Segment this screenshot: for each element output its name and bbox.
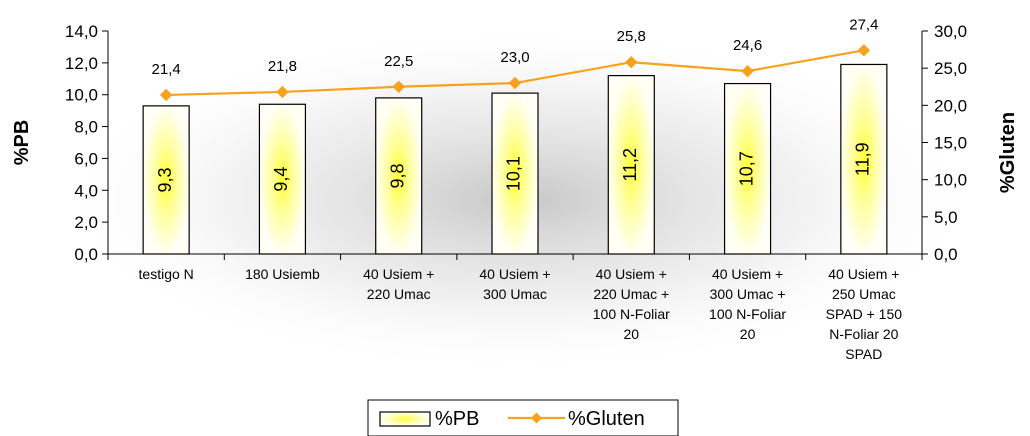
x-tick-label: 250 Umac [832, 286, 896, 302]
bar [491, 92, 539, 255]
bar [607, 74, 655, 255]
x-tick-label: 20 [623, 326, 639, 342]
y-tick-label-right: 5,0 [934, 208, 958, 227]
legend-marker-line [531, 412, 542, 424]
bar-value-label: 10,7 [736, 151, 756, 186]
gluten-point [508, 76, 522, 90]
gluten-point [276, 85, 289, 99]
bar [142, 105, 190, 255]
y-tick-label-left: 6,0 [74, 149, 98, 168]
y-tick-label-left: 8,0 [74, 118, 98, 137]
x-tick-label: 100 N-Foliar [593, 306, 670, 322]
gluten-point [741, 64, 754, 78]
y-tick-label-left: 0,0 [74, 245, 98, 264]
x-tick-label: 40 Usiem + [712, 266, 783, 282]
bar [258, 103, 307, 255]
gluten-point [625, 56, 638, 69]
gluten-value-label: 21,4 [152, 61, 181, 78]
gluten-value-label: 22,5 [384, 53, 413, 70]
bar-value-label: 10,1 [504, 156, 524, 191]
gluten-value-label: 21,8 [268, 58, 297, 75]
bar-value-label: 11,2 [620, 148, 640, 182]
x-tick-label: SPAD [845, 346, 882, 362]
gluten-value-label: 27,4 [849, 16, 878, 33]
x-tick-label: testigo N [139, 266, 194, 282]
x-tick-label: 40 Usiem + [479, 266, 550, 282]
x-tick-label: SPAD + 150 [826, 306, 903, 322]
bar-value-label: 9,4 [271, 167, 291, 192]
x-tick-label: 40 Usiem + [828, 266, 899, 282]
x-tick-label: 300 Umac [483, 286, 547, 302]
y-tick-label-left: 14,0 [65, 22, 98, 41]
x-tick-label: 180 Usiemb [245, 266, 320, 282]
x-tick-label: 40 Usiem + [363, 266, 434, 282]
y-tick-label-left: 2,0 [74, 213, 98, 232]
gluten-value-label: 25,8 [617, 28, 646, 45]
x-tick-label: 220 Umac [367, 286, 431, 302]
y-tick-label-right: 25,0 [934, 59, 967, 78]
y-tick-label-left: 10,0 [65, 86, 98, 105]
bar-value-label: 9,3 [155, 167, 175, 192]
y-tick-label-right: 10,0 [934, 171, 967, 190]
gluten-value-label: 23,0 [500, 49, 529, 66]
bar [840, 63, 888, 255]
bar-value-label: 9,8 [387, 163, 407, 188]
gluten-value-label: 24,6 [733, 37, 762, 54]
bar [375, 97, 423, 255]
x-tick-label: 20 [740, 326, 756, 342]
y-tick-label-left: 12,0 [65, 54, 98, 73]
gluten-point [392, 80, 405, 93]
x-tick-label: 300 Umac + [710, 286, 786, 302]
y-tick-label-right: 0,0 [934, 245, 958, 264]
y-tick-label-right: 20,0 [934, 96, 967, 115]
x-tick-label: 100 N-Foliar [709, 306, 786, 322]
x-tick-label: 220 Umac + [593, 286, 669, 302]
y-axis-title-right: %Gluten [997, 112, 1019, 193]
bar-value-label: 11,9 [853, 142, 873, 176]
legend-label-line: %Gluten [568, 408, 645, 430]
gluten-point [159, 88, 173, 102]
y-tick-label-left: 4,0 [74, 181, 98, 200]
x-tick-label: 40 Usiem + [596, 266, 667, 282]
y-axis-title-left: %PB [11, 120, 33, 166]
legend-label-bar: %PB [435, 408, 479, 430]
x-tick-label: N-Foliar 20 [829, 326, 898, 342]
y-tick-label-right: 30,0 [934, 22, 967, 41]
y-tick-label-right: 15,0 [934, 134, 967, 153]
gluten-point [857, 44, 871, 57]
bar [723, 82, 772, 255]
legend-swatch-bar [379, 411, 431, 427]
